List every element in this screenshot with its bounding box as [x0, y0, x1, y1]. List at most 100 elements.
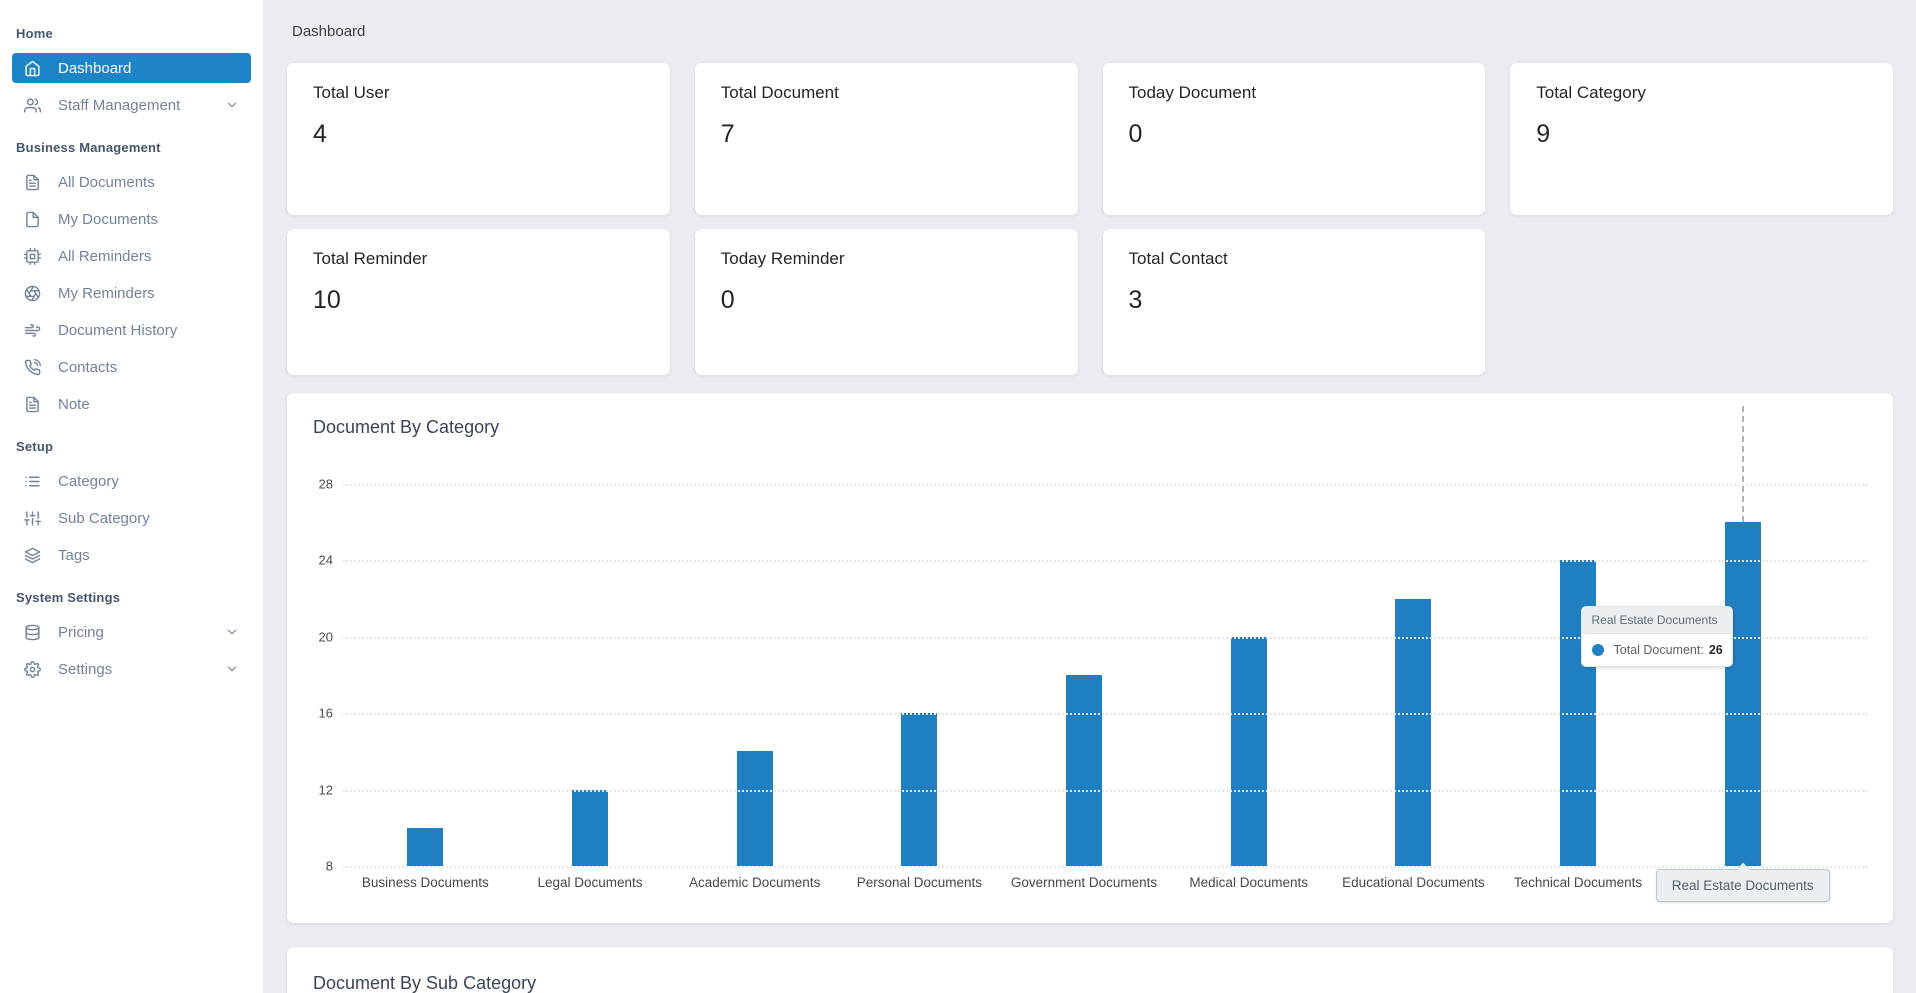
bar-chart: 28 24 20 16 12 8 Real Estate Documents Total … [313, 406, 1867, 874]
x-tick-label: Medical Documents [1189, 875, 1308, 890]
stat-card-today-document: Today Document 0 [1102, 63, 1486, 215]
sidebar-item-label: Contacts [58, 358, 118, 376]
database-icon [24, 624, 41, 641]
file-text-icon [24, 396, 41, 413]
sidebar-item-note[interactable]: Note [12, 389, 251, 419]
stat-label: Today Reminder [720, 249, 845, 268]
stat-card-total-reminder: Total Reminder 10 [287, 229, 670, 375]
sidebar-item-label: All Reminders [58, 247, 152, 265]
y-tick-24: 24 [318, 552, 333, 568]
stats-row-2: Total Reminder 10 Today Reminder 0 Total Con… [287, 229, 1893, 375]
stat-card-total-contact: Total Contact 3 [1102, 229, 1486, 375]
main-content: Dashboard Total User 4 Total Document 7 Toda… [264, 0, 1916, 993]
bar-business-documents[interactable] [407, 827, 444, 866]
sidebar-item-label: Staff Management [58, 96, 181, 114]
sidebar-item-settings[interactable]: Settings [12, 654, 251, 684]
bar-educational-documents[interactable] [1395, 598, 1432, 866]
stat-label: Today Document [1128, 83, 1257, 102]
y-tick-16: 16 [318, 705, 333, 721]
chart-title: Document By Category [313, 417, 500, 437]
x-tick-label: Technical Documents [1513, 875, 1643, 890]
sidebar-item-dashboard[interactable]: Dashboard [12, 53, 251, 83]
sidebar-item-staff-management[interactable]: Staff Management [12, 90, 251, 120]
sidebar-item-all-reminders[interactable]: All Reminders [12, 241, 251, 271]
x-tick-label: Educational Documents [1342, 875, 1485, 890]
gridline-28 [343, 484, 1867, 486]
sidebar-item-label: Category [58, 472, 119, 490]
tooltip-value: 26 [1708, 643, 1723, 657]
sidebar-item-my-reminders[interactable]: My Reminders [12, 278, 251, 308]
file-icon [24, 211, 41, 228]
gridline-24 [343, 560, 1867, 563]
stat-value: 7 [720, 120, 735, 148]
sidebar-item-label: All Documents [58, 173, 155, 191]
layers-icon [24, 547, 41, 564]
sidebar-item-contacts[interactable]: Contacts [12, 352, 251, 382]
document-by-sub-category-card: Document By Sub Category [287, 947, 1893, 993]
y-tick-28: 28 [318, 476, 333, 492]
crosshair-line [1741, 406, 1744, 522]
stat-label: Total Reminder [313, 249, 428, 268]
sidebar-item-label: Tags [58, 546, 90, 564]
sidebar-item-label: Dashboard [58, 59, 132, 77]
stat-value: 0 [720, 286, 735, 314]
chart-plot-area: Real Estate Documents Total Document: 26 [343, 406, 1867, 868]
bar-academic-documents[interactable] [736, 751, 773, 866]
stat-value: 9 [1536, 120, 1551, 148]
x-tick-label: Personal Documents [856, 875, 982, 890]
stat-label: Total User [313, 83, 390, 102]
stat-value: 10 [313, 286, 341, 314]
sidebar-item-document-history[interactable]: Document History [12, 315, 251, 345]
sidebar-item-tags[interactable]: Tags [12, 540, 251, 570]
sidebar-item-label: Pricing [58, 623, 104, 641]
aperture-icon [24, 285, 41, 302]
sidebar-item-category[interactable]: Category [12, 466, 251, 496]
sidebar-item-sub-category[interactable]: Sub Category [12, 503, 251, 533]
chart-tooltip: Real Estate Documents Total Document: 26 [1580, 606, 1733, 667]
bar-medical-documents[interactable] [1230, 636, 1267, 866]
stat-card-total-user: Total User 4 [287, 63, 670, 215]
gridline-12 [343, 789, 1867, 792]
x-tick-label: Legal Documents [537, 875, 643, 890]
chevron-down-icon [225, 625, 239, 639]
series-marker-dot [1591, 644, 1604, 656]
sidebar-item-pricing[interactable]: Pricing [12, 617, 251, 647]
sidebar-item-label: My Documents [58, 210, 159, 228]
stat-card-today-reminder: Today Reminder 0 [694, 229, 1078, 375]
tooltip-series-label: Total Document: [1613, 643, 1704, 657]
stat-value: 4 [313, 120, 327, 148]
gridline-16 [343, 713, 1867, 716]
x-tick-label: Government Documents [1010, 875, 1158, 890]
stat-value: 3 [1128, 286, 1143, 314]
y-axis-labels: 28 24 20 16 12 8 [313, 477, 343, 874]
breadcrumb-bar: Dashboard [287, 0, 1893, 63]
sidebar-item-all-documents[interactable]: All Documents [12, 167, 251, 197]
home-icon [24, 60, 41, 77]
y-tick-20: 20 [318, 629, 333, 645]
gear-icon [24, 660, 41, 678]
section-label-business-management: Business Management [16, 140, 161, 155]
sidebar-item-label: Sub Category [58, 509, 150, 527]
sidebar-item-my-documents[interactable]: My Documents [12, 204, 251, 234]
bar-legal-documents[interactable] [572, 789, 608, 866]
cpu-icon [24, 247, 41, 265]
section-label-system-settings: System Settings [16, 590, 121, 605]
stat-label: Total Contact [1128, 249, 1228, 268]
sidebar-item-label: Settings [58, 660, 113, 678]
sliders-icon [24, 510, 41, 527]
stat-card-total-document: Total Document 7 [694, 63, 1078, 215]
y-tick-8: 8 [325, 858, 333, 874]
tooltip-title: Real Estate Documents [1581, 607, 1732, 634]
stat-card-total-category: Total Category 9 [1510, 63, 1893, 215]
stat-value: 0 [1128, 120, 1143, 148]
bar-government-documents[interactable] [1066, 675, 1103, 866]
x-tick-label: Academic Documents [689, 875, 821, 890]
x-axis-labels: Business Documents Legal Documents Academi… [343, 866, 1867, 910]
bar-real-estate-documents[interactable] [1724, 522, 1761, 866]
sidebar-item-label: Document History [58, 321, 178, 339]
stat-label: Total Document [720, 83, 839, 102]
section-label-home: Home [16, 26, 53, 41]
subcategory-chart-title: Document By Sub Category [313, 973, 537, 993]
section-label-setup: Setup [16, 439, 54, 454]
users-icon [24, 97, 41, 114]
